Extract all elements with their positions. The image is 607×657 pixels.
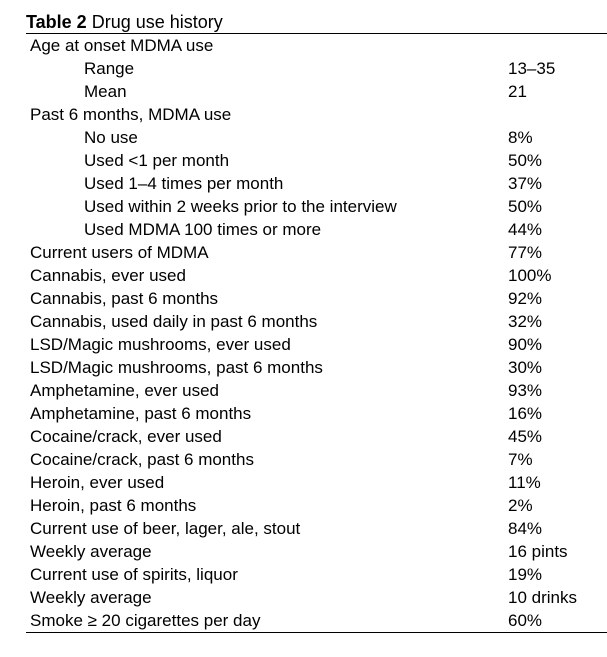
row-label: Past 6 months, MDMA use bbox=[30, 105, 232, 124]
row-value: 44% bbox=[508, 220, 543, 239]
row-value: 21 bbox=[508, 82, 527, 101]
row-label: Smoke ≥ 20 cigarettes per day bbox=[30, 611, 261, 630]
row-value: 19% bbox=[508, 565, 543, 584]
row-value: 16% bbox=[508, 404, 543, 423]
drug-use-table: Table 2 Drug use history Age at onset MD… bbox=[26, 11, 607, 633]
row-value: 50% bbox=[508, 197, 543, 216]
row-value: 7% bbox=[508, 450, 533, 469]
row-value: 77% bbox=[508, 243, 543, 262]
table-row: Current use of spirits, liquor 19% bbox=[26, 563, 607, 586]
table-row: Used within 2 weeks prior to the intervi… bbox=[26, 195, 607, 218]
row-value: 45% bbox=[508, 427, 543, 446]
table-row: Cocaine/crack, ever used 45% bbox=[26, 425, 607, 448]
row-label: Mean bbox=[84, 82, 127, 101]
row-value: 13–35 bbox=[508, 59, 556, 78]
row-value: 60% bbox=[508, 611, 543, 630]
row-label: Used MDMA 100 times or more bbox=[84, 220, 322, 239]
row-value: 32% bbox=[508, 312, 543, 331]
row-value: 8% bbox=[508, 128, 533, 147]
table-row: No use 8% bbox=[26, 126, 607, 149]
table-row: Amphetamine, past 6 months 16% bbox=[26, 402, 607, 425]
table-row: Age at onset MDMA use bbox=[26, 34, 607, 57]
table-row: Smoke ≥ 20 cigarettes per day 60% bbox=[26, 609, 607, 632]
table-row: Heroin, past 6 months 2% bbox=[26, 494, 607, 517]
row-label: Amphetamine, past 6 months bbox=[30, 404, 252, 423]
row-value: 30% bbox=[508, 358, 543, 377]
row-label: Cocaine/crack, ever used bbox=[30, 427, 222, 446]
row-value: 11% bbox=[508, 473, 541, 492]
row-label: Cannabis, used daily in past 6 months bbox=[30, 312, 318, 331]
row-label: Cannabis, past 6 months bbox=[30, 289, 219, 308]
table-row: Cannabis, past 6 months 92% bbox=[26, 287, 607, 310]
table-row: LSD/Magic mushrooms, past 6 months 30% bbox=[26, 356, 607, 379]
table-row: Weekly average 10 drinks bbox=[26, 586, 607, 609]
row-label: Heroin, ever used bbox=[30, 473, 165, 492]
table-row: Mean 21 bbox=[26, 80, 607, 103]
table-row: Used <1 per month 50% bbox=[26, 149, 607, 172]
table-caption: Drug use history bbox=[86, 12, 223, 32]
row-value: 37% bbox=[508, 174, 543, 193]
table-row: Past 6 months, MDMA use bbox=[26, 103, 607, 126]
row-label: Weekly average bbox=[30, 542, 152, 561]
table-row: Amphetamine, ever used 93% bbox=[26, 379, 607, 402]
row-value: 84% bbox=[508, 519, 543, 538]
row-label: Current use of beer, lager, ale, stout bbox=[30, 519, 301, 538]
table-row: Cannabis, used daily in past 6 months 32% bbox=[26, 310, 607, 333]
row-label: Weekly average bbox=[30, 588, 152, 607]
row-label: Heroin, past 6 months bbox=[30, 496, 197, 515]
row-label: Current users of MDMA bbox=[30, 243, 209, 262]
table-row: Cocaine/crack, past 6 months 7% bbox=[26, 448, 607, 471]
row-label: Cannabis, ever used bbox=[30, 266, 186, 285]
table-number: Table 2 bbox=[26, 12, 87, 32]
table-body: Age at onset MDMA use Range 13–35 Mean 21 Pas… bbox=[26, 34, 607, 632]
row-value: 16 pints bbox=[508, 542, 568, 561]
row-label: Amphetamine, ever used bbox=[30, 381, 219, 400]
table-row: Range 13–35 bbox=[26, 57, 607, 80]
table-bottom-rule bbox=[26, 632, 607, 633]
row-value: 50% bbox=[508, 151, 543, 170]
row-label: Used within 2 weeks prior to the intervi… bbox=[84, 197, 397, 216]
row-value: 93% bbox=[508, 381, 543, 400]
row-value: 2% bbox=[508, 496, 533, 515]
row-label: Current use of spirits, liquor bbox=[30, 565, 238, 584]
row-label: LSD/Magic mushrooms, past 6 months bbox=[30, 358, 323, 377]
row-label: LSD/Magic mushrooms, ever used bbox=[30, 335, 291, 354]
table-top-rule bbox=[26, 33, 607, 34]
row-value: 100% bbox=[508, 266, 552, 285]
table-row: Heroin, ever used 11% bbox=[26, 471, 607, 494]
table-row: Used MDMA 100 times or more 44% bbox=[26, 218, 607, 241]
row-label: Used <1 per month bbox=[84, 151, 230, 170]
table-row: Current users of MDMA 77% bbox=[26, 241, 607, 264]
row-label: Range bbox=[84, 59, 135, 78]
table-row: Cannabis, ever used 100% bbox=[26, 264, 607, 287]
table-row: Weekly average 16 pints bbox=[26, 540, 607, 563]
row-label: No use bbox=[84, 128, 138, 147]
row-value: 10 drinks bbox=[508, 588, 577, 607]
table-row: Used 1–4 times per month 37% bbox=[26, 172, 607, 195]
row-value: 92% bbox=[508, 289, 543, 308]
table-row: LSD/Magic mushrooms, ever used 90% bbox=[26, 333, 607, 356]
row-label: Used 1–4 times per month bbox=[84, 174, 284, 193]
table-row: Current use of beer, lager, ale, stout 84… bbox=[26, 517, 607, 540]
row-label: Cocaine/crack, past 6 months bbox=[30, 450, 254, 469]
table-title: Table 2 Drug use history bbox=[26, 11, 607, 33]
row-value: 90% bbox=[508, 335, 543, 354]
row-label: Age at onset MDMA use bbox=[30, 36, 214, 55]
